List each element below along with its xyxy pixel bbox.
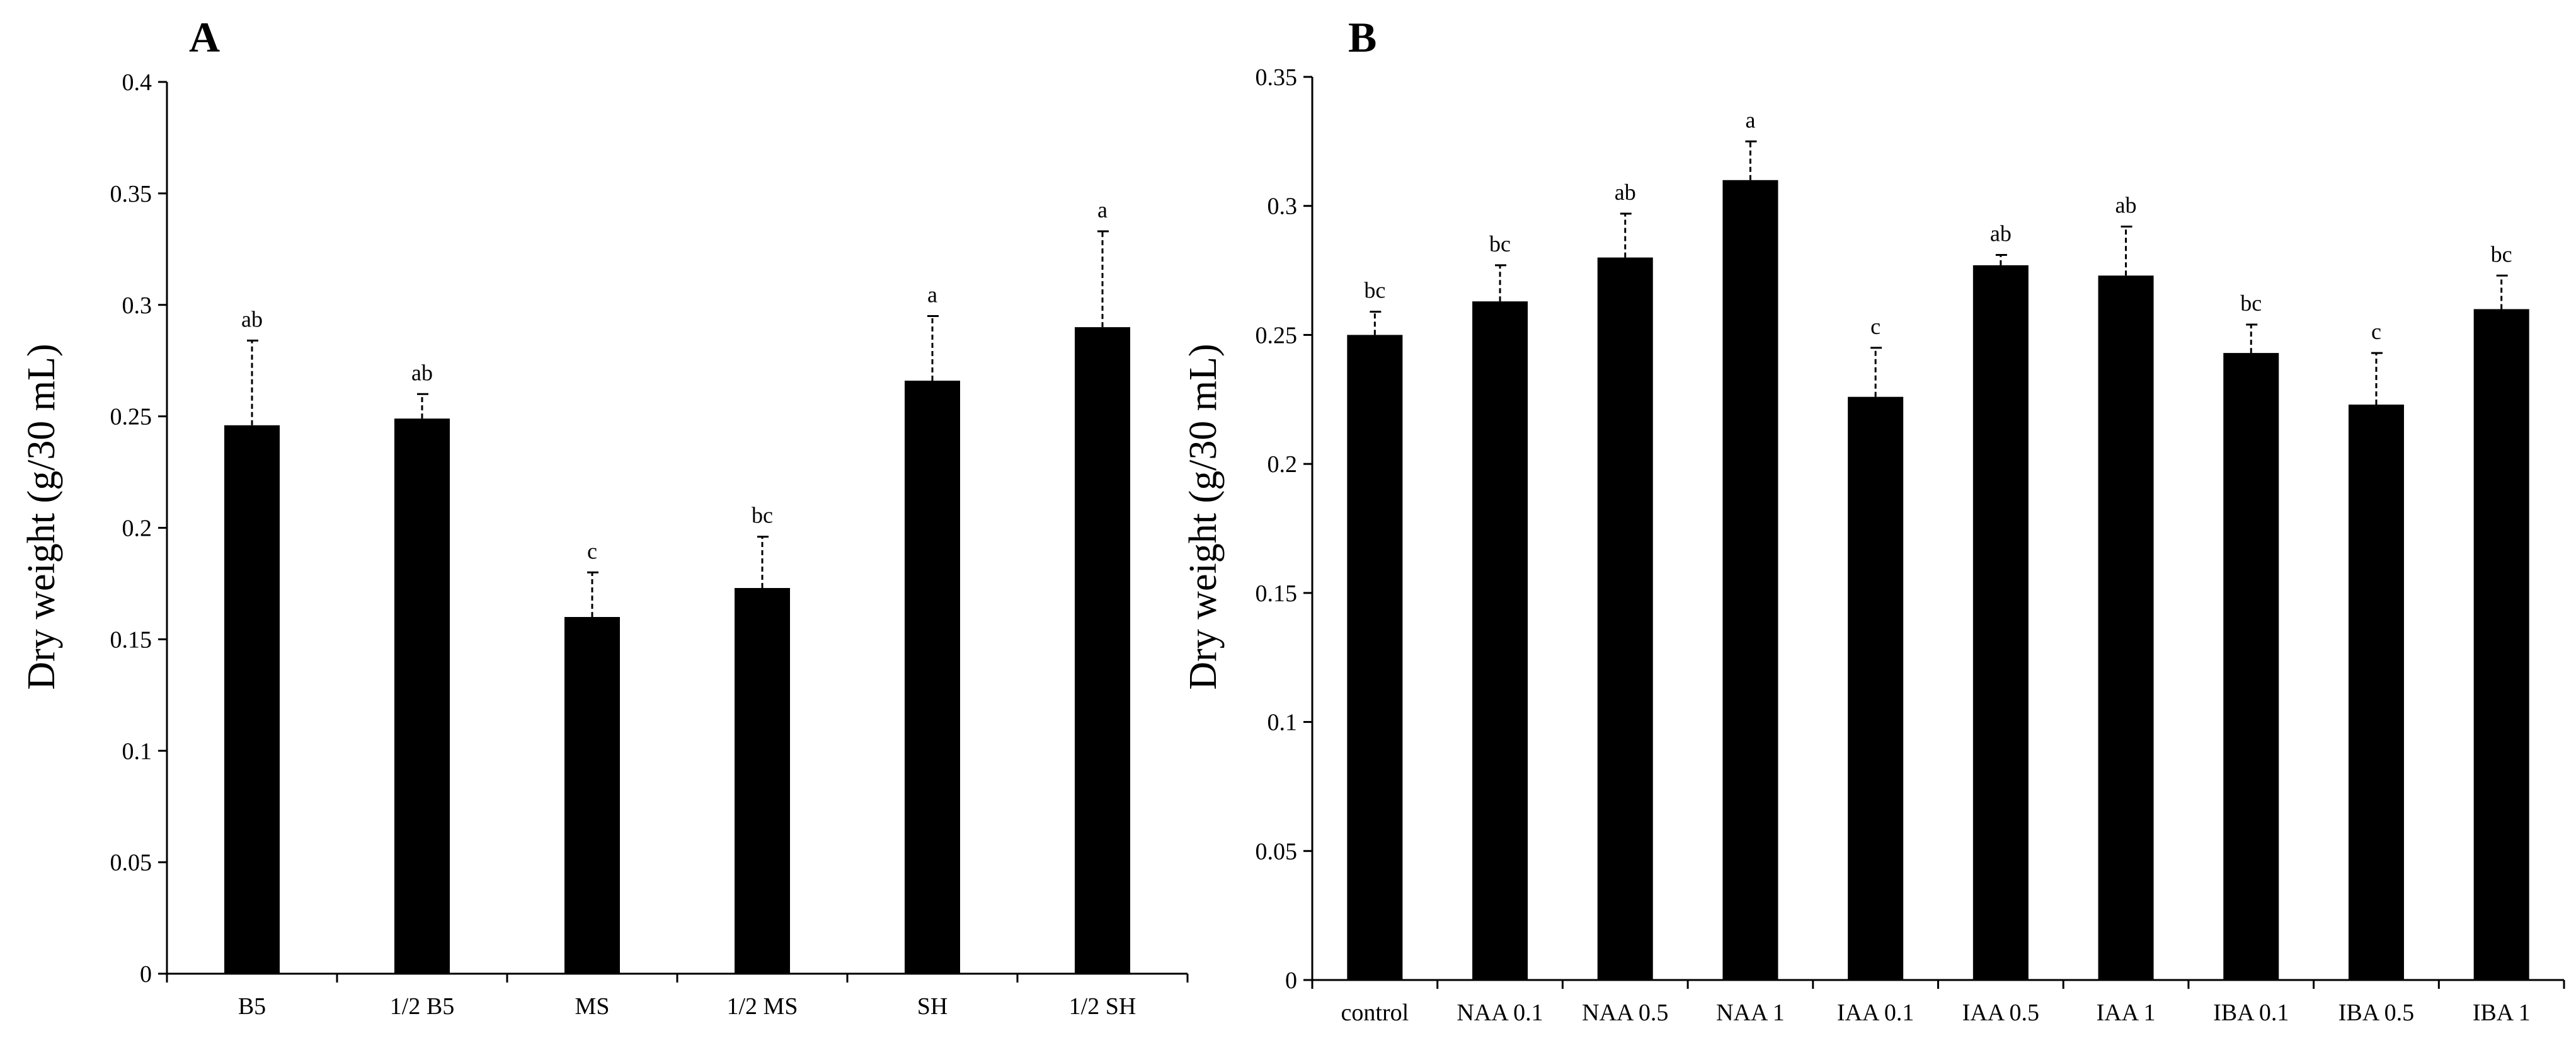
- panel-b-y-tick-label: 0.05: [1256, 838, 1298, 865]
- panel-b-category-label: IBA 1: [2473, 1000, 2531, 1026]
- panel-b-y-axis-label: Dry weight (g/30 mL): [1182, 343, 1225, 689]
- panel-a-bar: [1075, 327, 1130, 974]
- panel-a-bar: [394, 418, 450, 974]
- panel-b-y-tick-label: 0: [1285, 967, 1297, 994]
- panel-b-bar: [1848, 396, 1904, 980]
- panel-b-category-label: IAA 0.1: [1837, 1000, 1914, 1026]
- panel-b-y-tick-label: 0.3: [1268, 193, 1298, 220]
- panel-a-category-label: 1/2 SH: [1069, 993, 1136, 1020]
- panel-b-category-label: control: [1341, 1000, 1409, 1026]
- panel-a-y-tick-label: 0.05: [110, 850, 152, 876]
- panel-a-bar: [735, 588, 790, 974]
- panel-a-y-tick-label: 0.35: [110, 181, 152, 207]
- panel-b-category-label: IAA 0.5: [1962, 1000, 2039, 1026]
- panel-b-chart: B Dry weight (g/30 mL) 0 0.05 0.1 0.15 0.2 0.…: [1182, 13, 2565, 1026]
- panel-b-y-tick-label: 0.2: [1268, 451, 1298, 478]
- panel-b-bar: [2348, 404, 2404, 980]
- panel-a-y-tick-label: 0.15: [110, 626, 152, 653]
- panel-a-y-tick-label: 0.25: [110, 404, 152, 430]
- panel-b-bar: [1722, 180, 1778, 980]
- panel-a-bar: [564, 617, 620, 974]
- panel-b-category-label: NAA 1: [1716, 1000, 1785, 1026]
- panel-a-chart: A Dry weight (g/30 mL) 0 0.05 0.1 0.15 0.2 0.…: [20, 13, 1189, 1020]
- panel-b-significance-label: bc: [2240, 291, 2262, 316]
- panel-b-category-label: IBA 0.1: [2213, 1000, 2289, 1026]
- panel-b-bar: [2473, 309, 2529, 980]
- panel-b-y-tick-label: 0.15: [1256, 580, 1298, 607]
- panel-a-significance-label: bc: [752, 503, 773, 528]
- panel-b-bar: [1472, 301, 1528, 980]
- panel-b-bar: [2098, 275, 2154, 980]
- panel-a-category-label: SH: [917, 993, 948, 1020]
- panel-a-category-label: 1/2 MS: [727, 993, 798, 1020]
- panel-b-bar: [1347, 335, 1403, 980]
- panel-b-category-label: NAA 0.1: [1457, 1000, 1543, 1026]
- panel-b-category-label: NAA 0.5: [1582, 1000, 1668, 1026]
- panel-a-y-tick-label: 0.2: [122, 516, 152, 542]
- panel-a-category-label: MS: [575, 993, 610, 1020]
- panel-b-significance-label: c: [2371, 319, 2381, 344]
- panel-b-bar: [1972, 265, 2029, 981]
- panel-a-y-tick-label: 0.4: [122, 69, 152, 96]
- panel-b-y-tick-label: 0.35: [1256, 64, 1298, 91]
- panel-a-bar: [905, 381, 960, 974]
- panel-a-significance-label: c: [587, 538, 597, 563]
- panel-a-bar: [224, 425, 280, 974]
- panel-b-significance-label: a: [1745, 107, 1755, 132]
- panel-a-y-tick-label: 0.1: [122, 738, 152, 764]
- panel-a-y-tick-label: 0.3: [122, 292, 152, 319]
- panel-a-significance-label: ab: [241, 306, 263, 331]
- panel-a-y-tick-label: 0: [140, 961, 152, 988]
- panel-a-significance-label: a: [927, 282, 937, 307]
- panel-b-significance-label: ab: [1990, 221, 2012, 246]
- panel-b-letter: B: [1348, 13, 1377, 61]
- panel-b-bar: [1597, 257, 1653, 981]
- panel-a-category-label: 1/2 B5: [390, 993, 454, 1020]
- panel-b-significance-label: c: [1870, 314, 1880, 339]
- panel-a-letter: A: [189, 13, 220, 61]
- panel-a-significance-label: ab: [411, 360, 433, 385]
- panel-a-y-axis-label: Dry weight (g/30 mL): [20, 343, 63, 689]
- panel-b-bar: [2223, 353, 2279, 980]
- panel-b-significance-label: bc: [1364, 278, 1385, 303]
- panel-b-significance-label: bc: [2491, 241, 2512, 267]
- panel-a-significance-label: a: [1097, 197, 1108, 222]
- panel-b-significance-label: ab: [2115, 192, 2137, 217]
- panel-b-category-label: IAA 1: [2097, 1000, 2156, 1026]
- panel-b-significance-label: ab: [1615, 180, 1636, 205]
- panel-a-marks: 0 0.05 0.1 0.15 0.2 0.25 0.3 0.35 0.4 ab B5 ab 1/2 B…: [110, 69, 1189, 1020]
- panel-b-y-tick-label: 0.25: [1256, 322, 1298, 349]
- panel-b-significance-label: bc: [1489, 231, 1511, 257]
- panel-b-category-label: IBA 0.5: [2338, 1000, 2414, 1026]
- panel-b-marks: 0 0.05 0.1 0.15 0.2 0.25 0.3 0.35 bc control bc NAA…: [1256, 64, 2565, 1026]
- panel-a-category-label: B5: [238, 993, 266, 1020]
- panel-b-y-tick-label: 0.1: [1268, 710, 1298, 736]
